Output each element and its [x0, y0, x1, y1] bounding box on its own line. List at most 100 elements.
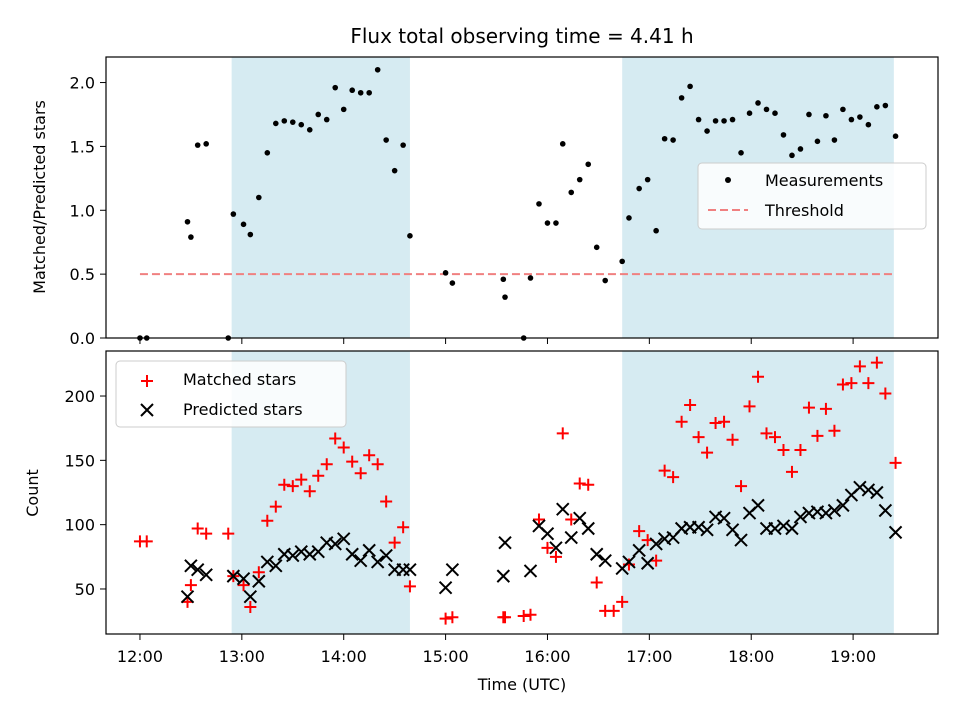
- predicted-star-point: [269, 559, 283, 573]
- predicted-star-point: [870, 485, 884, 500]
- measurement-point: [315, 111, 322, 118]
- top-y-axis-label: Matched/Predicted stars: [30, 100, 49, 294]
- measurement-point: [780, 132, 787, 138]
- bottom-y-tick-label: 50: [75, 580, 95, 599]
- top-y-tick-label: 2.0: [70, 74, 95, 93]
- matched-star-point: [889, 456, 902, 469]
- predicted-star-point: [286, 548, 300, 563]
- matched-star-point: [295, 473, 308, 486]
- measurement-point: [442, 270, 449, 276]
- matched-star-point: [303, 485, 316, 498]
- matched-star-point: [244, 600, 257, 613]
- measurement-point: [865, 121, 872, 128]
- predicted-star-point: [573, 511, 587, 525]
- matched-star-point: [709, 417, 722, 430]
- bottom-x-axis: 12:00 13:00 14:00 15:00 16:00 17:00 18:00 19:00: [117, 634, 876, 666]
- matched-star-point: [541, 541, 554, 554]
- predicted-star-point: [438, 580, 453, 595]
- predicted-star-point: [180, 589, 195, 604]
- top-y-tick-label: 1.0: [70, 201, 95, 220]
- matched-star-point: [616, 595, 629, 608]
- matched-star-point: [499, 611, 512, 624]
- matched-star-point: [794, 444, 807, 457]
- predicted-star-point: [725, 523, 740, 537]
- matched-star-point: [836, 378, 849, 391]
- measurement-point: [857, 114, 863, 120]
- measurement-point: [763, 106, 770, 113]
- measurement-point: [340, 106, 347, 113]
- measurement-point: [831, 137, 838, 143]
- matched-star-point: [692, 431, 705, 444]
- matched-star-point: [607, 604, 620, 617]
- matched-star-point: [320, 458, 333, 471]
- matched-star-point: [752, 370, 765, 383]
- measurement-point: [203, 141, 209, 147]
- measurement-point: [407, 233, 413, 239]
- measurement-point: [188, 234, 194, 240]
- predicted-star-point: [853, 480, 867, 495]
- x-axis-label: Time (UTC): [477, 675, 566, 694]
- matched-star-point: [329, 432, 342, 445]
- matched-star-point: [140, 535, 153, 548]
- predicted-star-point: [622, 555, 636, 569]
- predicted-star-point: [498, 535, 512, 550]
- predicted-star-point: [861, 483, 876, 497]
- legend-threshold-label: Threshold: [764, 201, 844, 220]
- bottom-panel: 50 100 150 200 12:00 13:00 14:00 15:00 16:00 17:…: [23, 350, 939, 694]
- matched-star-point: [363, 449, 376, 462]
- measurement-point: [281, 118, 288, 124]
- measurement-point: [772, 110, 778, 116]
- measurement-point: [721, 118, 727, 124]
- measurements-series: [137, 66, 899, 341]
- matched-star-point: [667, 471, 680, 484]
- matched-star-point: [371, 458, 384, 471]
- matched-star-point: [701, 446, 714, 459]
- x-tick-label: 13:00: [219, 647, 265, 666]
- bottom-y-tick-label: 100: [64, 516, 95, 535]
- measurement-point: [576, 176, 583, 183]
- measurement-point: [644, 176, 651, 183]
- predicted-star-point: [564, 530, 578, 545]
- x-tick-label: 17:00: [626, 647, 672, 666]
- predicted-star-point: [768, 521, 782, 536]
- x-tick-label: 12:00: [117, 647, 163, 666]
- matched-star-point: [397, 521, 410, 534]
- measurement-point: [184, 218, 191, 225]
- measurement-point: [602, 277, 608, 284]
- measurement-point: [626, 215, 632, 221]
- matched-star-point: [532, 513, 545, 526]
- predicted-star-point: [700, 523, 714, 537]
- predicted-star-point: [379, 548, 393, 563]
- legend-measurements-label: Measurements: [765, 171, 883, 190]
- matched-star-point: [354, 467, 367, 480]
- measurement-point: [536, 201, 542, 207]
- matched-star-point: [743, 400, 756, 413]
- measurement-point: [357, 89, 364, 96]
- measurement-point: [806, 111, 812, 118]
- matched-star-point: [590, 576, 603, 589]
- measurement-point: [391, 167, 398, 174]
- matched-star-point: [582, 478, 595, 491]
- predicted-star-point: [260, 555, 275, 569]
- measurement-point: [695, 116, 702, 123]
- measurement-point: [289, 119, 296, 125]
- measurement-point: [848, 116, 855, 123]
- measurement-point: [527, 275, 534, 281]
- legend-matched-label: Matched stars: [183, 370, 296, 389]
- measurement-point: [882, 102, 889, 109]
- bottom-y-axis: 50 100 150 200: [64, 387, 106, 599]
- matched-star-point: [278, 478, 291, 491]
- measurement-point: [272, 120, 279, 127]
- legend-predicted-label: Predicted stars: [183, 400, 303, 419]
- predicted-star-point: [581, 521, 595, 536]
- measurement-point: [500, 276, 507, 283]
- measurement-point: [670, 137, 676, 143]
- measurement-point: [593, 244, 600, 251]
- matched-star-point: [845, 377, 858, 390]
- measurement-point: [738, 149, 744, 156]
- matched-star-point: [380, 495, 393, 508]
- predicted-star-point: [734, 533, 748, 547]
- predicted-star-point: [827, 503, 842, 518]
- predicted-star-point: [836, 498, 850, 513]
